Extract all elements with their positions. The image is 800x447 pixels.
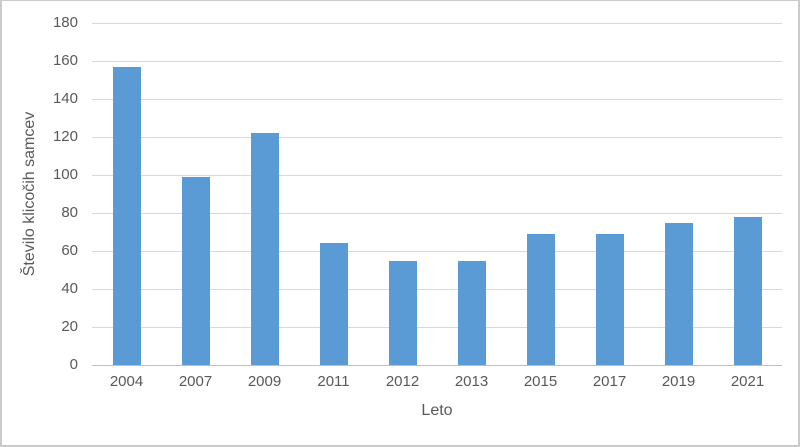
x-tick-label: 2015 <box>523 373 558 390</box>
y-tick-label: 60 <box>61 242 78 259</box>
gridline <box>92 137 782 138</box>
bar-2021 <box>733 216 762 365</box>
y-tick-label: 20 <box>61 318 78 335</box>
y-tick-label: 0 <box>69 356 78 373</box>
bar-2004 <box>112 66 141 365</box>
x-tick-label: 2013 <box>454 373 489 390</box>
y-tick-label: 40 <box>61 280 78 297</box>
x-axis-line <box>92 365 782 366</box>
x-tick-label: 2012 <box>385 373 420 390</box>
y-tick-label: 120 <box>52 128 78 145</box>
x-tick-label: 2011 <box>317 373 350 390</box>
x-axis-title: Leto <box>421 402 453 419</box>
y-tick-label: 180 <box>52 14 78 31</box>
gridline <box>92 327 782 328</box>
bar-2009 <box>250 133 279 365</box>
gridline <box>92 289 782 290</box>
x-tick-label: 2009 <box>247 373 282 390</box>
x-tick-label: 2004 <box>109 373 144 390</box>
gridline <box>92 213 782 214</box>
bar-2015 <box>526 233 555 365</box>
gridline <box>92 61 782 62</box>
x-tick-label: 2007 <box>178 373 213 390</box>
y-tick-label: 80 <box>61 204 78 221</box>
y-tick-label: 140 <box>52 90 78 107</box>
x-tick-label: 2017 <box>592 373 627 390</box>
gridline <box>92 251 782 252</box>
bar-2007 <box>181 176 210 365</box>
gridline <box>92 99 782 100</box>
y-tick-label: 160 <box>52 52 78 69</box>
bar-2019 <box>664 222 693 365</box>
x-tick-label: 2019 <box>661 373 696 390</box>
bar-2012 <box>388 260 417 365</box>
bar-2013 <box>457 260 486 365</box>
x-tick-label: 2021 <box>730 373 765 390</box>
gridline <box>92 23 782 24</box>
plot-area <box>92 23 782 366</box>
bar-2011 <box>319 243 348 365</box>
y-tick-label: 100 <box>52 166 78 183</box>
bar-2017 <box>595 233 624 365</box>
gridline <box>92 175 782 176</box>
